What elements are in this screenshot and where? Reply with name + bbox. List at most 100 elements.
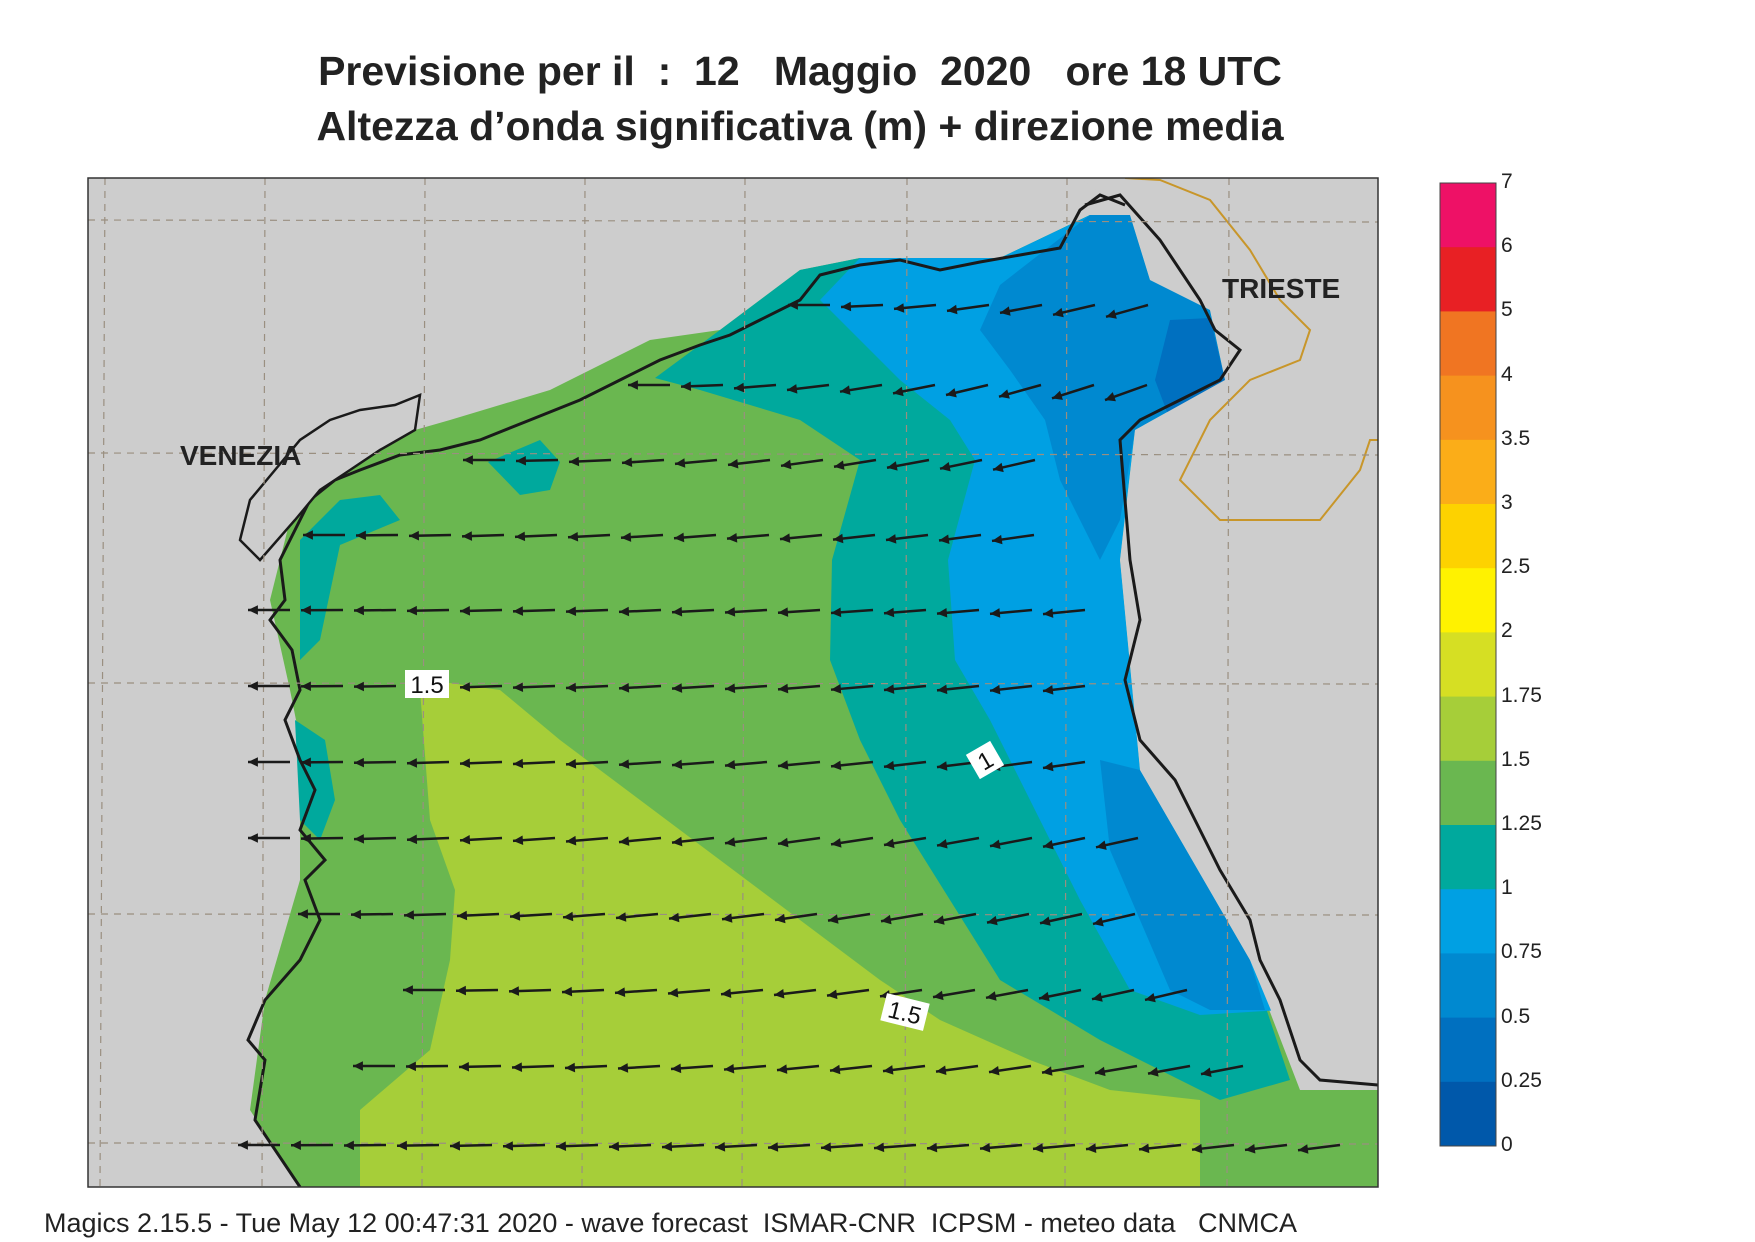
wave-arrow-head (460, 606, 471, 616)
wave-arrow-head (248, 605, 258, 615)
wave-arrow-head (301, 833, 311, 844)
wave-arrow-head (884, 607, 895, 618)
wave-arrow-head (768, 1142, 779, 1152)
color-scale-swatch (1440, 825, 1496, 890)
color-scale-swatch (1440, 504, 1496, 569)
wave-arrow-head (937, 839, 948, 849)
wave-arrow-head (510, 911, 521, 921)
wave-arrow-head (512, 1062, 523, 1072)
place-label-venezia: VENEZIA (180, 440, 302, 471)
wave-arrow-head (566, 759, 577, 769)
map-title-line-1: Previsione per il : 12 Maggio 2020 ore 1… (318, 48, 1282, 94)
color-scale-label: 0 (1501, 1133, 1513, 1156)
color-scale-label: 0.75 (1501, 940, 1542, 964)
wave-arrow-head (609, 1141, 620, 1152)
color-scale-swatch (1440, 375, 1496, 441)
wave-arrow-head (407, 605, 417, 616)
wave-arrow-head (1093, 917, 1104, 927)
wave-arrow-head (672, 606, 683, 617)
map-frame (87, 177, 1379, 1188)
wave-arrow-head (725, 759, 736, 770)
wave-arrow-head (1000, 306, 1011, 316)
wave-arrow-head (989, 1065, 1000, 1076)
wave-arrow-head (672, 683, 683, 693)
wave-arrow-head (513, 758, 524, 769)
wave-arrow-head (1039, 991, 1050, 1002)
wave-arrow-head (1148, 1067, 1159, 1077)
wave-arrow-head (503, 1141, 514, 1151)
color-scale-label: 6 (1501, 234, 1513, 258)
wave-arrow-head (354, 757, 364, 768)
wave-arrow-head (344, 1140, 354, 1151)
wave-arrow-head (777, 1064, 788, 1074)
wave-arrow-head (1201, 1067, 1212, 1077)
color-scale-label: 0.25 (1501, 1068, 1542, 1092)
land-coast-fill (1080, 178, 1378, 1085)
wave-arrow-head (460, 758, 471, 768)
wave-arrow-head (556, 1141, 567, 1151)
contour-label-south: 1.5 (880, 993, 930, 1031)
wave-arrow-head (894, 303, 905, 313)
wave-arrow-head (621, 532, 632, 542)
wave-arrow-head (671, 1063, 682, 1074)
place-label-trieste: TRIESTE (1222, 273, 1341, 304)
wave-arrow-head (781, 459, 792, 470)
wave-arrow-head (509, 986, 520, 996)
wave-arrow-head (1042, 1066, 1053, 1076)
color-scale-swatch (1440, 183, 1496, 248)
wave-arrow-head (980, 1143, 991, 1153)
wave-arrow-head (725, 837, 736, 847)
wave-arrow-head (619, 836, 630, 846)
sea-band-0-5-to-0-75-south-east (1100, 760, 1265, 1010)
color-scale-label: 1.25 (1501, 812, 1542, 835)
wave-arrow-head (775, 913, 786, 924)
wave-arrow-head (939, 534, 950, 544)
state-border (1124, 178, 1378, 521)
wave-arrow-head (562, 986, 573, 997)
wave-arrow-head (830, 1064, 841, 1075)
wave-arrow-head (990, 839, 1001, 849)
wave-arrow-head (407, 758, 418, 768)
wave-arrow-head (936, 1065, 947, 1076)
color-scale-swatch (1440, 439, 1496, 505)
color-scale-label: 3 (1501, 491, 1513, 514)
color-scale-swatch (1440, 632, 1496, 698)
wave-arrow-head (516, 455, 527, 466)
wave-arrow-head (566, 606, 577, 617)
color-scale-label: 2 (1501, 619, 1513, 643)
wave-arrow-head (1043, 761, 1054, 772)
wave-arrow-head (722, 913, 733, 923)
wave-arrow-head (937, 761, 948, 771)
wave-arrow-head (672, 759, 683, 770)
wave-arrow-head (725, 607, 736, 617)
wave-arrow-head (1040, 916, 1051, 926)
wave-arrow-head (248, 833, 258, 843)
wave-arrow-head (303, 530, 313, 540)
wave-arrow-head (566, 835, 577, 846)
wave-arrow-head (354, 681, 364, 692)
wave-arrow-head (407, 834, 418, 845)
wave-arrow-head (937, 607, 948, 618)
wave-arrow-head (298, 909, 308, 919)
lagoon-shoreline (238, 393, 422, 562)
wave-arrow-head (940, 462, 951, 472)
wave-arrow-head (301, 605, 311, 615)
sea-band-1-to-1-25-nearshore-north (488, 440, 560, 495)
color-scale-bar (1440, 183, 1496, 1147)
wave-arrow-head (841, 301, 852, 312)
wave-arrow-head (986, 991, 997, 1001)
color-scale-swatch (1440, 696, 1496, 762)
wave-arrow-head (933, 990, 944, 1001)
contour-label-east: 1 (965, 740, 1005, 780)
wave-arrow-head (833, 533, 844, 544)
wave-arrow-head (727, 533, 738, 543)
map-title-line-2: Altezza d’onda significativa (m) + direz… (316, 103, 1284, 149)
wave-arrow-head (927, 1142, 938, 1153)
wave-arrow-head (463, 455, 473, 465)
color-scale-label: 1 (1501, 876, 1513, 900)
wave-arrow-head (628, 380, 638, 390)
wave-arrow-head (1086, 1143, 1097, 1153)
wave-arrow-head (828, 914, 839, 924)
wave-arrow-head (874, 1142, 885, 1153)
color-scale-frame (1439, 182, 1497, 1147)
